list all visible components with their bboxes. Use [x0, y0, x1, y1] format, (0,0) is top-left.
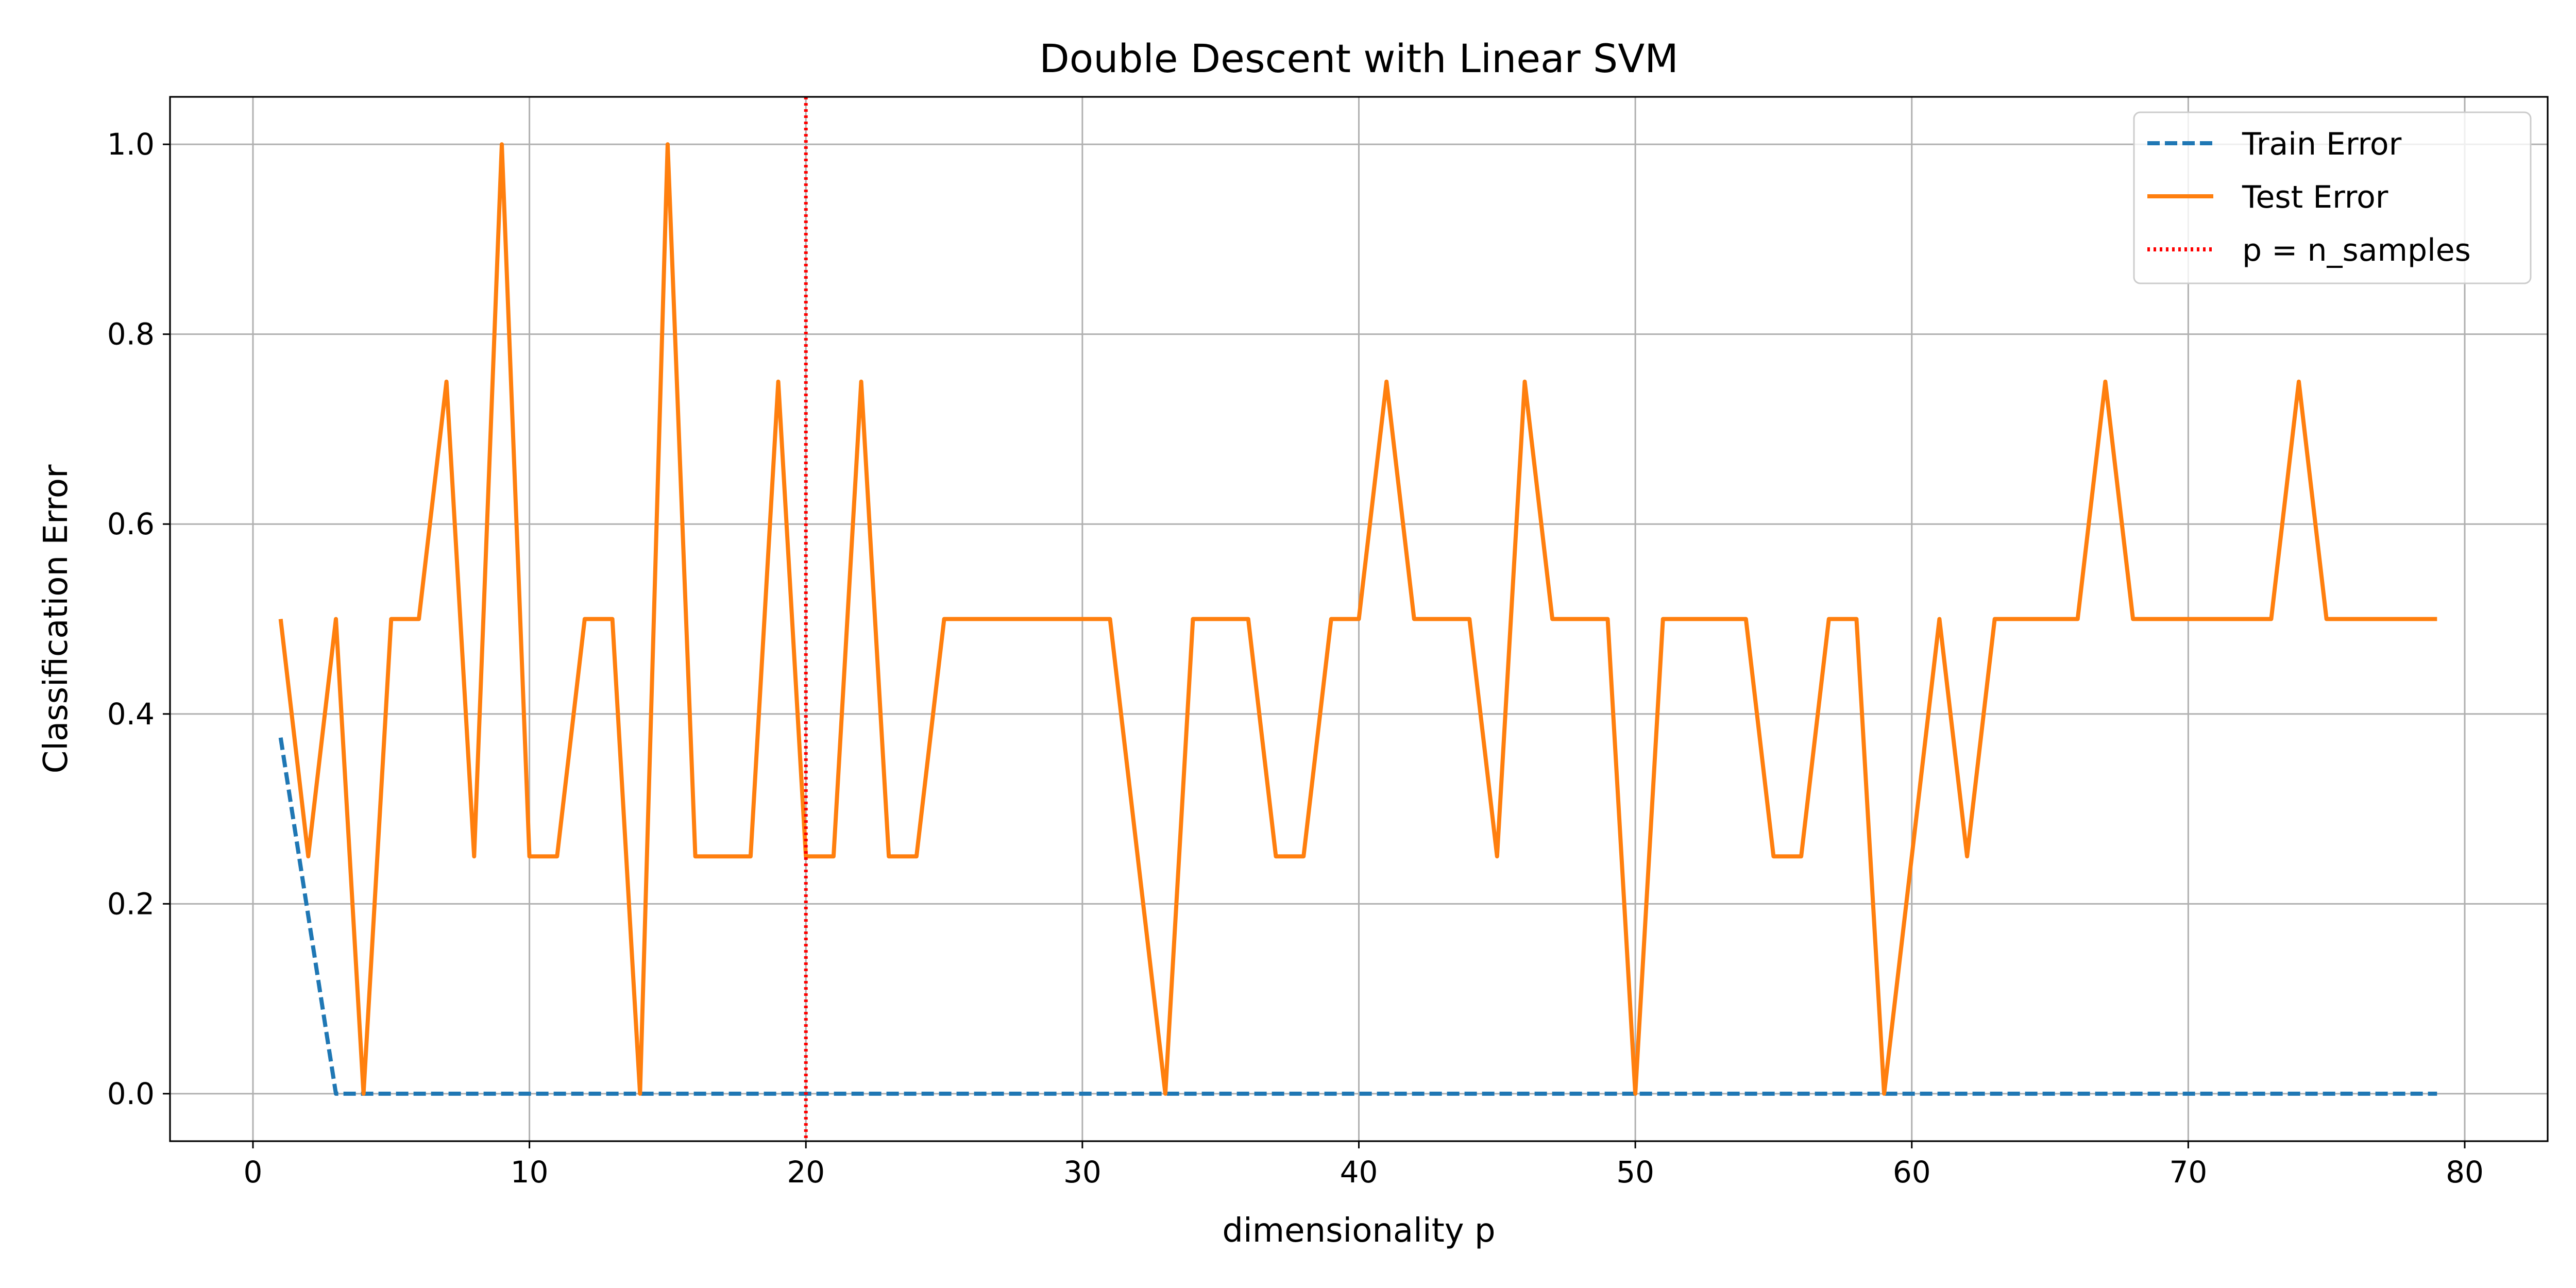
train-error-line — [278, 737, 2437, 1096]
ticks: 0 10 20 30 40 50 60 70 80 0.0 0.2 0.4 0.6 0.8 1.0 — [107, 127, 2484, 1190]
x-tick-label: 60 — [1893, 1155, 1931, 1190]
plot-area — [278, 97, 2437, 1141]
y-tick-label: 1.0 — [107, 127, 155, 162]
x-tick-label: 70 — [2169, 1155, 2207, 1190]
legend-box — [2133, 111, 2532, 284]
test-error-line — [278, 142, 2437, 1096]
x-axis-label: dimensionality p — [1222, 1212, 1495, 1250]
x-tick-label: 50 — [1616, 1155, 1654, 1190]
y-tick-label: 0.4 — [107, 697, 155, 732]
y-axis-label: Classification Error — [37, 464, 75, 774]
y-tick-label: 0.2 — [107, 886, 155, 921]
legend-entry-train-error-label: Train Error — [2242, 126, 2402, 162]
x-tick-label: 0 — [244, 1155, 263, 1190]
x-tick-label: 20 — [787, 1155, 825, 1190]
x-tick-label: 80 — [2446, 1155, 2484, 1190]
y-tick-label: 0.0 — [107, 1076, 155, 1111]
x-tick-label: 40 — [1340, 1155, 1378, 1190]
x-tick-label: 10 — [511, 1155, 549, 1190]
y-tick-label: 0.6 — [107, 506, 155, 541]
chart-title: Double Descent with Linear SVM — [1039, 36, 1679, 81]
legend: Train Error Test Error p = n_samples — [2133, 111, 2532, 284]
x-tick-label: 30 — [1063, 1155, 1101, 1190]
y-tick-label: 0.8 — [107, 317, 155, 352]
legend-entry-test-error-label: Test Error — [2242, 179, 2388, 215]
legend-entry-n-samples-label: p = n_samples — [2242, 232, 2471, 268]
